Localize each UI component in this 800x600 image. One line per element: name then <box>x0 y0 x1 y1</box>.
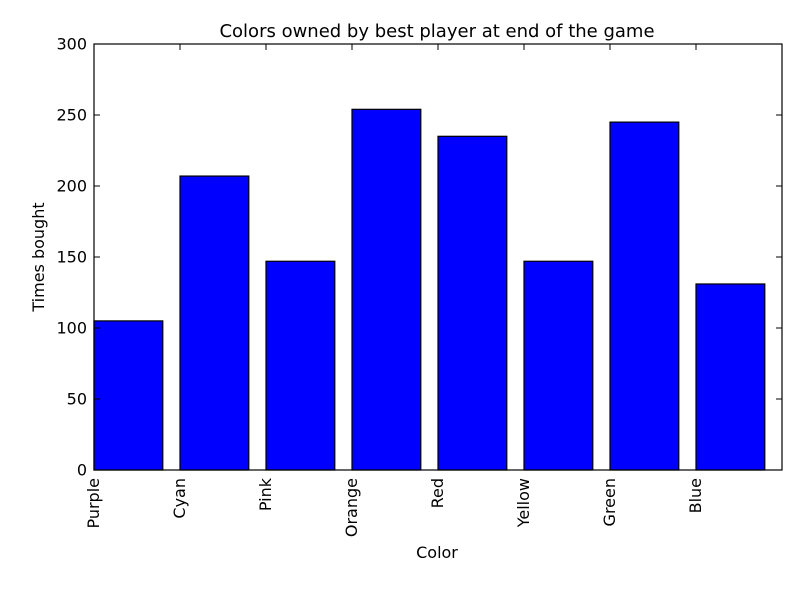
bar-red <box>437 135 508 471</box>
bar-blue <box>695 283 766 471</box>
bar-cyan <box>179 175 250 471</box>
x-tick-label-purple: Purple <box>84 478 103 529</box>
plot-area: 0 50 100 150 200 250 300 Purple Cyan Pink Orange Re… <box>56 35 783 537</box>
y-tick-label: 100 <box>56 319 87 338</box>
y-axis-label: Times bought <box>29 202 48 312</box>
bar-orange <box>351 108 422 471</box>
x-axis-label: Color <box>416 543 458 562</box>
y-tick-label: 50 <box>67 390 87 409</box>
x-tick-label-green: Green <box>600 478 619 526</box>
bar-pink <box>265 260 336 471</box>
bar-green <box>609 121 680 471</box>
x-tick-label-yellow: Yellow <box>514 478 533 528</box>
x-tick-label-pink: Pink <box>256 477 275 511</box>
y-tick-label: 200 <box>56 177 87 196</box>
x-tick-label-orange: Orange <box>342 478 361 537</box>
y-tick-label: 150 <box>56 248 87 267</box>
y-tick-label: 250 <box>56 106 87 125</box>
chart-title: Colors owned by best player at end of th… <box>219 21 654 42</box>
x-tick-label-red: Red <box>428 478 447 508</box>
bar-yellow <box>523 260 594 471</box>
y-tick-label: 0 <box>77 461 87 480</box>
bar-purple <box>93 320 164 471</box>
x-tick-label-blue: Blue <box>686 478 705 513</box>
x-tick-label-cyan: Cyan <box>170 478 189 519</box>
y-tick-label: 300 <box>56 35 87 54</box>
